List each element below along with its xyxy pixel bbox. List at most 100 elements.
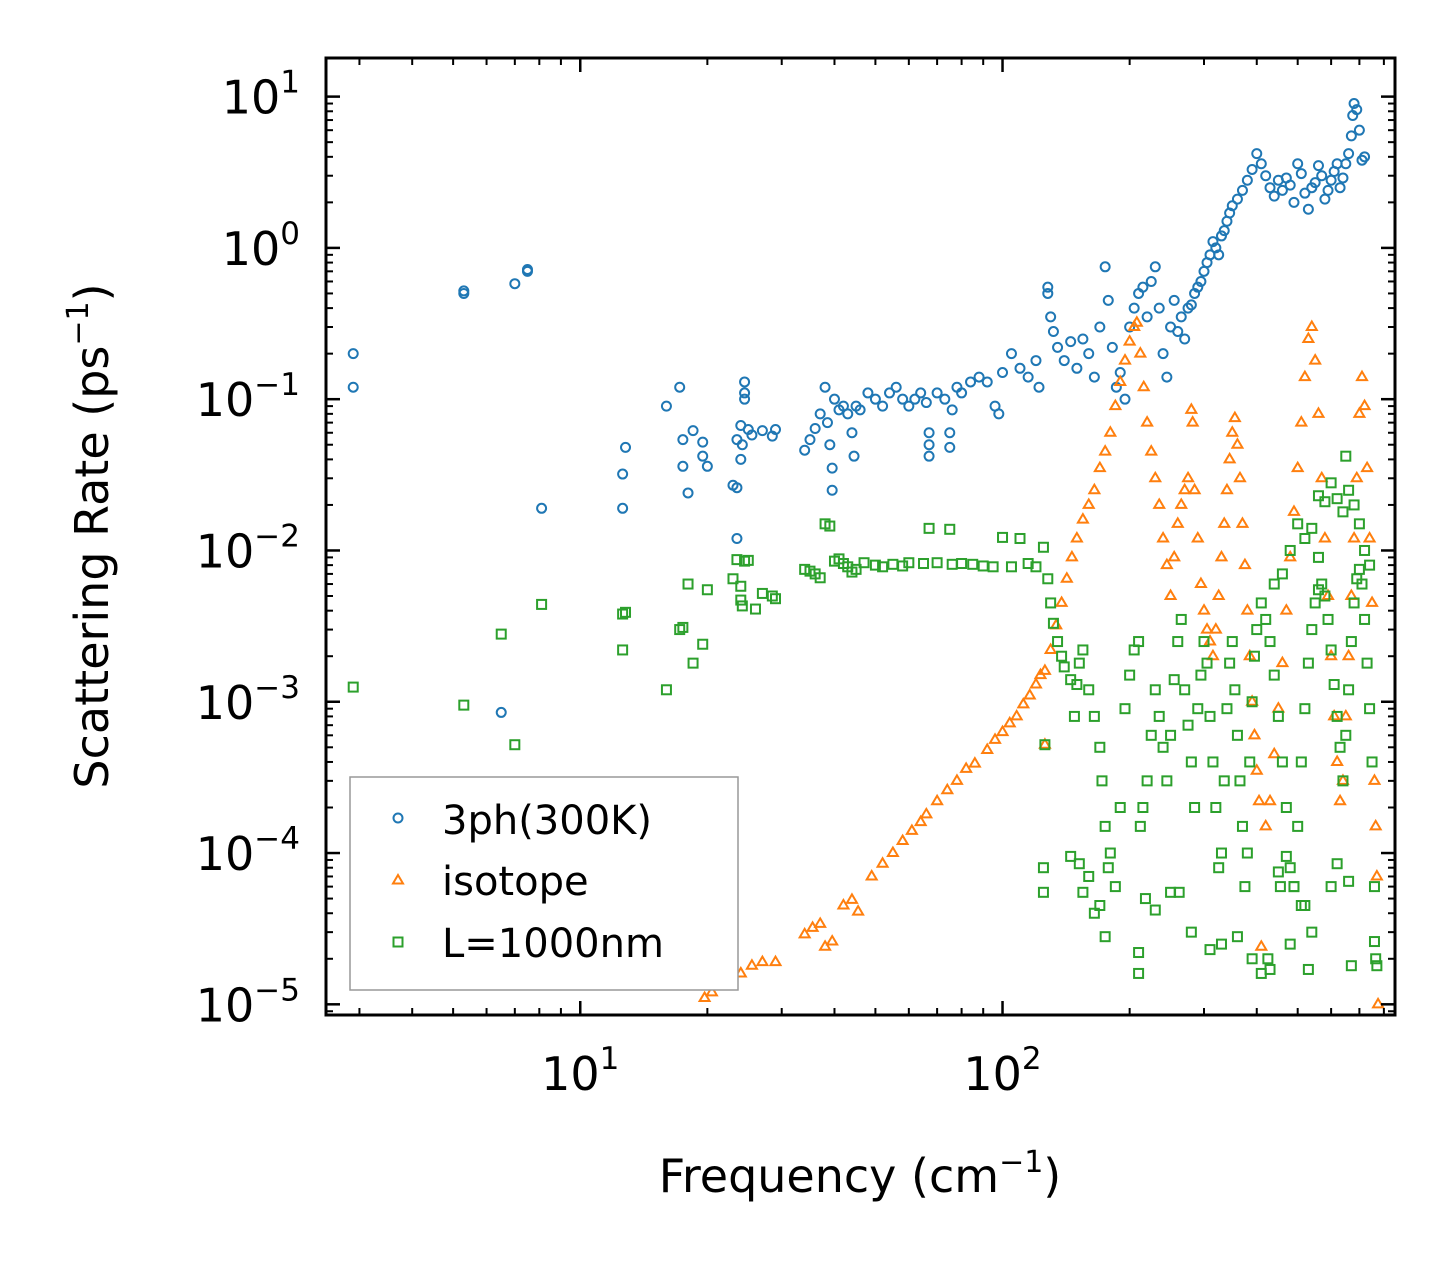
data-point xyxy=(946,404,958,416)
data-point xyxy=(1305,319,1319,332)
data-point xyxy=(682,487,694,499)
data-point xyxy=(1137,379,1151,392)
data-point xyxy=(1222,451,1237,464)
data-point xyxy=(895,833,910,846)
data-point xyxy=(1099,931,1111,943)
data-point xyxy=(965,376,977,388)
data-point xyxy=(818,939,832,951)
data-point xyxy=(1370,953,1382,965)
data-point xyxy=(869,393,881,405)
data-point xyxy=(1226,200,1238,212)
data-point xyxy=(1213,862,1225,874)
data-point xyxy=(1217,516,1231,528)
data-point xyxy=(1340,729,1352,741)
data-point xyxy=(1246,696,1258,708)
data-point xyxy=(1226,636,1238,648)
data-point xyxy=(1268,190,1280,202)
data-point xyxy=(697,990,712,1003)
data-point xyxy=(1368,818,1383,831)
data-point xyxy=(1241,847,1253,859)
data-point xyxy=(1264,182,1276,194)
data-point xyxy=(736,439,748,451)
data-point xyxy=(1252,793,1266,806)
data-point xyxy=(1351,104,1363,116)
data-point xyxy=(1045,311,1057,323)
data-point xyxy=(1228,410,1242,423)
data-point xyxy=(1309,177,1321,189)
data-point xyxy=(1030,561,1042,573)
data-point xyxy=(1137,801,1149,813)
data-point xyxy=(1185,415,1200,427)
data-point xyxy=(997,531,1009,543)
data-point xyxy=(749,603,761,615)
data-point xyxy=(1094,900,1106,912)
data-point xyxy=(1204,944,1216,956)
data-point xyxy=(1251,148,1263,160)
data-point xyxy=(956,558,968,570)
data-point xyxy=(1149,261,1161,273)
legend-label-isotope: isotope xyxy=(442,859,589,905)
data-point xyxy=(687,657,699,669)
data-point xyxy=(1175,613,1187,625)
data-point xyxy=(1210,801,1222,813)
data-markers xyxy=(347,98,1385,1009)
data-point xyxy=(913,814,928,827)
data-point xyxy=(1299,532,1311,544)
y-tick-label: 10−4 xyxy=(196,821,300,881)
data-point xyxy=(854,404,866,416)
data-point xyxy=(1022,558,1034,570)
data-point xyxy=(1251,624,1263,636)
data-point xyxy=(1160,557,1174,570)
data-point xyxy=(1070,531,1084,543)
data-point xyxy=(923,427,935,439)
data-point xyxy=(1029,677,1043,689)
data-point xyxy=(701,460,713,472)
data-point xyxy=(1037,886,1049,898)
legend: 3ph(300K) isotope L=1000nm xyxy=(349,776,739,991)
data-point xyxy=(1167,549,1181,562)
data-point xyxy=(1336,773,1350,785)
data-point xyxy=(1353,124,1365,136)
data-point xyxy=(1052,636,1064,648)
data-point xyxy=(1185,756,1197,768)
data-point xyxy=(697,638,709,650)
data-point xyxy=(1071,679,1083,691)
data-point xyxy=(1235,516,1250,528)
data-point xyxy=(1181,470,1195,483)
data-point xyxy=(1197,603,1211,615)
data-point xyxy=(804,434,816,446)
data-point xyxy=(1039,739,1051,751)
data-point xyxy=(1108,398,1123,411)
data-point xyxy=(620,441,632,453)
y-axis-label: Scattering Rate (ps−1) xyxy=(61,283,119,788)
x-tick-label: 101 xyxy=(541,1041,619,1101)
data-point xyxy=(1246,953,1258,965)
data-point xyxy=(1144,444,1158,456)
data-point xyxy=(1195,275,1207,287)
data-point xyxy=(842,408,854,420)
data-point xyxy=(1179,333,1191,345)
data-point xyxy=(1165,729,1177,741)
data-point xyxy=(1337,506,1349,518)
data-point xyxy=(1137,281,1149,293)
data-point xyxy=(1109,881,1121,893)
data-point xyxy=(1236,184,1248,196)
data-point xyxy=(1141,311,1153,323)
data-point xyxy=(727,573,739,585)
data-point xyxy=(1280,850,1292,862)
data-point xyxy=(1312,490,1324,502)
data-point xyxy=(848,450,860,462)
y-tick-label: 10−5 xyxy=(196,972,300,1032)
data-point xyxy=(1104,847,1116,859)
data-point xyxy=(1290,460,1305,473)
data-point xyxy=(1153,302,1165,314)
data-point xyxy=(1122,334,1137,346)
data-point xyxy=(797,926,812,939)
data-point xyxy=(959,761,973,773)
data-point xyxy=(1295,756,1307,768)
data-point xyxy=(1224,657,1236,669)
data-point xyxy=(1161,775,1173,787)
data-point xyxy=(923,439,935,451)
series-1-markers xyxy=(347,98,1371,718)
